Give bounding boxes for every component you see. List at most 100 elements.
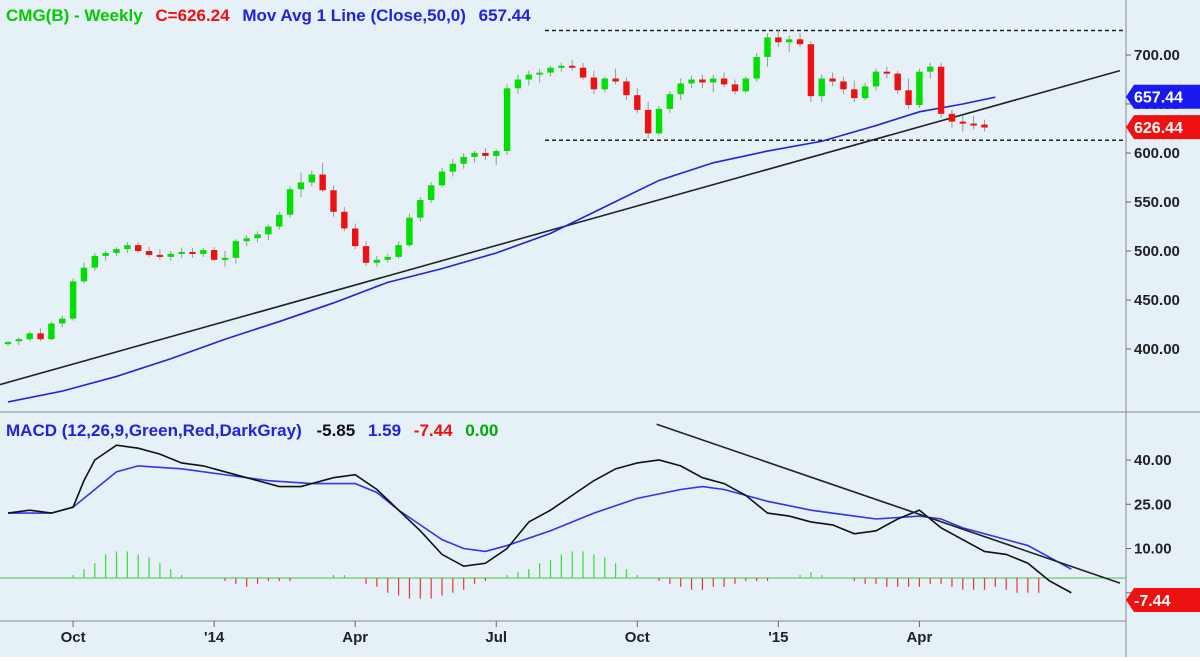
candle-body bbox=[742, 78, 749, 92]
price-y-tick-label: 600.00 bbox=[1134, 145, 1180, 162]
candle bbox=[970, 115, 977, 130]
candle-body bbox=[200, 250, 207, 254]
candle-body bbox=[395, 245, 402, 257]
macd-y-tick-label: 10.00 bbox=[1134, 541, 1172, 558]
candle-body bbox=[894, 73, 901, 91]
candle-body bbox=[243, 238, 250, 242]
candle-body bbox=[4, 342, 12, 345]
candle bbox=[894, 70, 901, 95]
macd-badge-shape bbox=[1126, 587, 1200, 612]
candle bbox=[666, 91, 674, 113]
candle bbox=[579, 62, 587, 80]
candle bbox=[395, 241, 402, 259]
price-y-tick-label: 700.00 bbox=[1134, 47, 1180, 64]
candle bbox=[286, 186, 294, 218]
candle-body bbox=[449, 163, 457, 172]
candle-body bbox=[872, 71, 880, 87]
candle-body bbox=[15, 339, 23, 342]
candle-body bbox=[731, 84, 739, 92]
price-badge-text: 626.44 bbox=[1134, 120, 1183, 137]
candle-body bbox=[135, 245, 142, 251]
candle bbox=[644, 102, 652, 139]
candle-body bbox=[720, 78, 728, 85]
candle-body bbox=[232, 241, 240, 258]
candle bbox=[15, 337, 23, 346]
candle bbox=[417, 197, 424, 222]
candle-body bbox=[644, 109, 652, 134]
price-y-tick-label: 450.00 bbox=[1134, 292, 1180, 309]
macd-header: MACD (12,26,9,Green,Red,DarkGray) -5.85 … bbox=[6, 421, 498, 441]
candle-body bbox=[829, 78, 836, 82]
candle bbox=[265, 224, 272, 241]
candle bbox=[102, 251, 109, 261]
candle-body bbox=[91, 255, 98, 268]
candle-body bbox=[308, 174, 315, 183]
candle-body bbox=[493, 151, 500, 156]
macd-value-3: -7.44 bbox=[413, 421, 453, 440]
candle bbox=[308, 170, 315, 187]
candle-body bbox=[319, 174, 326, 191]
candle-body bbox=[427, 185, 435, 201]
candle bbox=[200, 248, 207, 257]
candle bbox=[438, 167, 446, 188]
candle bbox=[124, 242, 131, 253]
close-value: C=626.24 bbox=[155, 6, 230, 25]
candle-body bbox=[438, 171, 446, 186]
candle-body bbox=[948, 113, 956, 122]
candle-body bbox=[113, 249, 120, 253]
candle bbox=[232, 239, 240, 264]
candle-body bbox=[818, 78, 825, 97]
candle bbox=[449, 158, 457, 177]
price-y-tick-label: 550.00 bbox=[1134, 194, 1180, 211]
candle-body bbox=[937, 66, 945, 114]
macd-value-1: -5.85 bbox=[316, 421, 356, 440]
candle-body bbox=[579, 67, 587, 78]
macd-y-tick-label: 25.00 bbox=[1134, 496, 1172, 513]
candle-body bbox=[764, 37, 771, 57]
candle-body bbox=[688, 79, 695, 84]
candle bbox=[427, 182, 435, 203]
candle bbox=[48, 321, 55, 341]
candle bbox=[655, 105, 663, 136]
candle bbox=[341, 206, 348, 232]
x-tick-label: Oct bbox=[625, 629, 650, 646]
candle bbox=[493, 149, 500, 165]
candle bbox=[775, 29, 782, 48]
candle-body bbox=[503, 88, 511, 152]
candle-body bbox=[536, 72, 543, 75]
candle-body bbox=[330, 190, 337, 212]
candle bbox=[471, 151, 478, 163]
ma-badge: 657.44 bbox=[1126, 84, 1200, 109]
candle bbox=[916, 68, 923, 108]
candle bbox=[981, 119, 988, 132]
candle bbox=[937, 62, 945, 118]
candle bbox=[406, 213, 413, 248]
candle-body bbox=[189, 251, 196, 254]
price-badge: 626.44 bbox=[1126, 115, 1200, 140]
candle bbox=[482, 148, 489, 160]
candle bbox=[276, 211, 283, 230]
candle bbox=[861, 82, 869, 101]
candle-body bbox=[26, 333, 33, 340]
candle-body bbox=[916, 71, 923, 105]
candle-body bbox=[525, 74, 532, 80]
candle bbox=[221, 251, 229, 267]
candle-body bbox=[666, 94, 674, 109]
candle-body bbox=[883, 71, 891, 74]
price-header: CMG(B) - Weekly C=626.24 Mov Avg 1 Line … bbox=[6, 6, 531, 26]
candle-body bbox=[265, 226, 272, 235]
candle-body bbox=[352, 228, 359, 247]
candle-body bbox=[460, 156, 467, 164]
candle bbox=[135, 242, 142, 253]
macd-badge-text: -7.44 bbox=[1134, 593, 1171, 610]
candle-body bbox=[677, 83, 684, 95]
candle bbox=[503, 84, 511, 155]
candle bbox=[710, 74, 717, 93]
candle bbox=[764, 33, 771, 67]
candle bbox=[634, 88, 641, 113]
candle-body bbox=[102, 252, 109, 256]
candle-body bbox=[623, 81, 630, 96]
candle-body bbox=[655, 108, 663, 134]
candle bbox=[59, 315, 66, 328]
price-y-tick-label: 400.00 bbox=[1134, 341, 1180, 358]
